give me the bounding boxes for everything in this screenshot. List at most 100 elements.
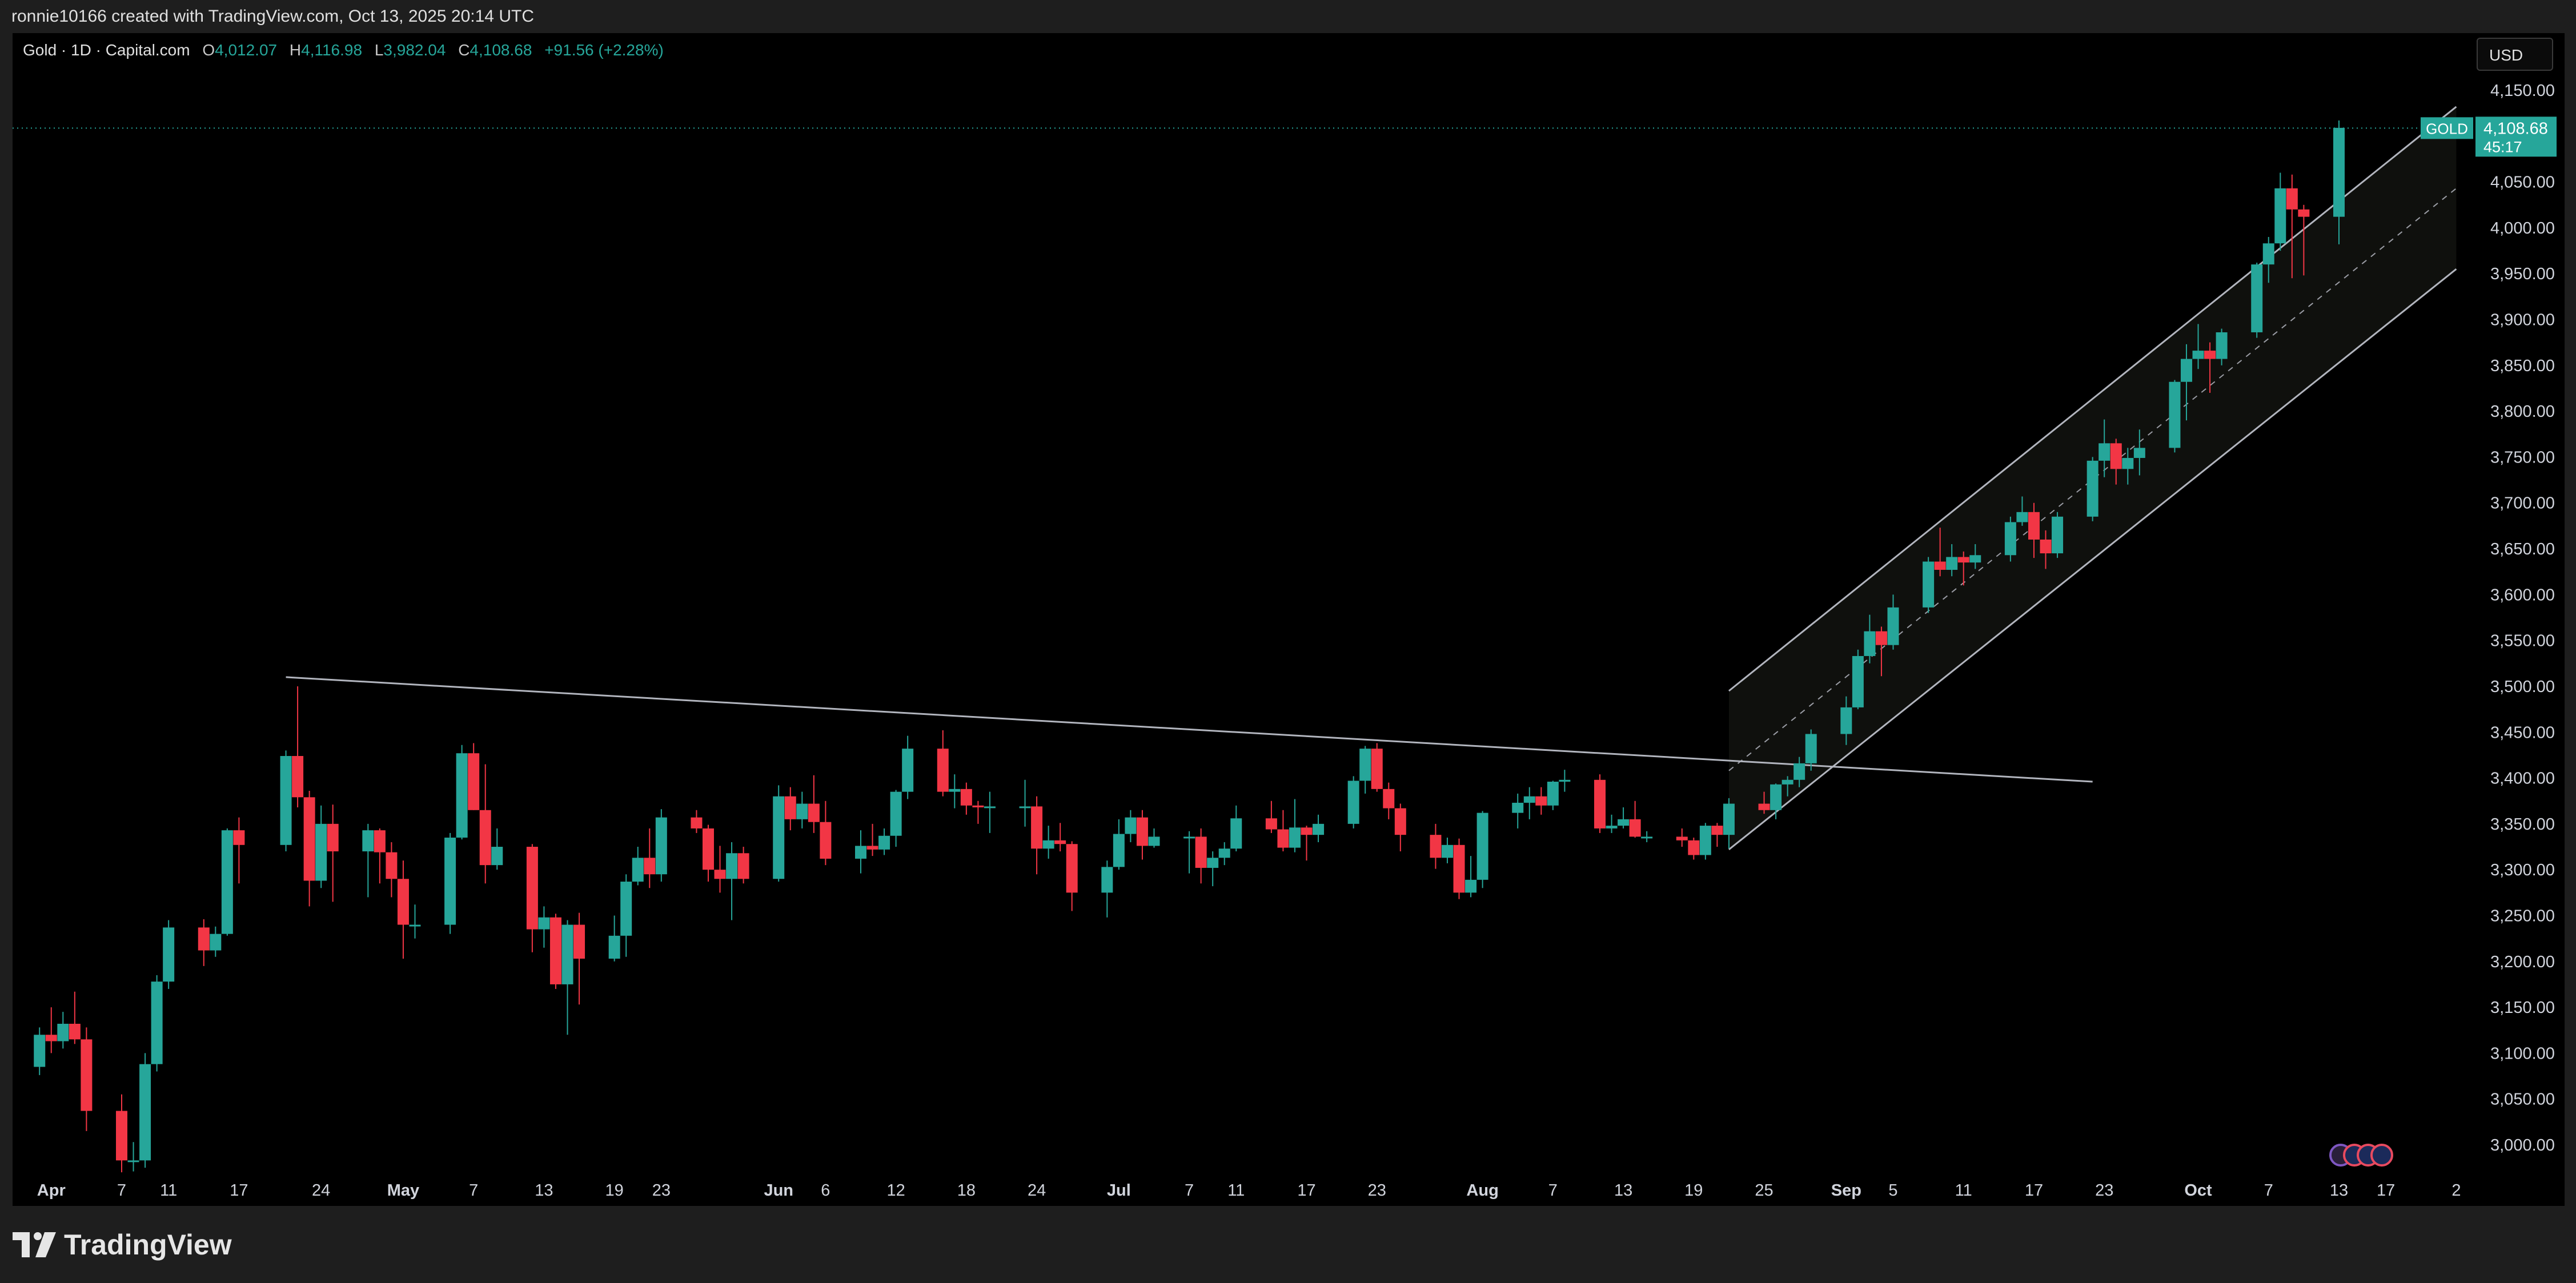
candle-body	[315, 823, 327, 881]
candle-body	[2133, 448, 2145, 458]
candle-body	[1699, 826, 1711, 855]
candle-body	[1594, 779, 1606, 828]
candle-body	[1207, 858, 1219, 868]
tradingview-logo[interactable]: TradingView	[13, 1222, 232, 1268]
candle-body	[820, 822, 832, 859]
candle-body	[444, 837, 456, 925]
candle-body	[327, 823, 339, 852]
x-tick-label: 25	[1755, 1181, 1773, 1200]
x-tick-label: Oct	[2184, 1181, 2212, 1200]
candle-body	[784, 796, 796, 819]
candle-body	[69, 1023, 81, 1040]
x-tick-label: Jul	[1107, 1181, 1131, 1200]
us-flag-icon[interactable]	[2370, 1144, 2393, 1167]
last-price-tag	[2475, 116, 2557, 157]
candle-body	[1265, 818, 1277, 830]
candle-body	[2169, 381, 2181, 448]
candle-body	[1805, 734, 1817, 763]
candle-body	[866, 846, 878, 850]
candle-body	[984, 806, 996, 809]
candle-body	[1019, 806, 1031, 809]
low-label: L	[374, 41, 384, 59]
y-tick-label: 3,000.00	[2490, 1136, 2555, 1155]
candle-body	[1535, 796, 1547, 806]
candle-body	[1476, 813, 1488, 880]
candle-body	[1042, 840, 1054, 849]
candle-body	[292, 756, 304, 798]
candle-body	[1125, 817, 1137, 834]
y-tick-label: 3,650.00	[2490, 540, 2555, 558]
candle-body	[1183, 836, 1195, 839]
candle-body	[702, 828, 714, 870]
candle-body	[2004, 522, 2016, 556]
x-tick-label: 24	[1028, 1181, 1046, 1200]
close-value: 4,108.68	[470, 41, 532, 59]
candle-body	[57, 1023, 69, 1041]
candle-body	[949, 789, 961, 792]
candle-body	[1054, 840, 1066, 844]
candle-body	[1641, 836, 1653, 839]
candle-body	[127, 1160, 139, 1163]
candle-body	[1770, 784, 1782, 810]
tradingview-logo-text: TradingView	[64, 1229, 232, 1261]
candle-body	[2098, 443, 2110, 461]
x-tick-label: 23	[2095, 1181, 2113, 1200]
candle-body	[2087, 460, 2098, 517]
chart-pane[interactable]	[13, 33, 2565, 1206]
x-tick-label: 7	[1185, 1181, 1194, 1200]
x-tick-label: 7	[2264, 1181, 2273, 1200]
candle-body	[1957, 557, 1969, 563]
trendline[interactable]	[286, 676, 2093, 783]
footer	[0, 1206, 2576, 1283]
candle-body	[81, 1039, 93, 1111]
candle-body	[549, 917, 561, 984]
y-tick-label: 4,150.00	[2490, 82, 2555, 100]
x-tick-label: 17	[1297, 1181, 1315, 1200]
y-tick-label: 3,350.00	[2490, 815, 2555, 834]
low-value: 3,982.04	[383, 41, 446, 59]
y-tick-label: 4,000.00	[2490, 219, 2555, 238]
x-tick-label: 13	[535, 1181, 553, 1200]
y-tick-label: 3,050.00	[2490, 1091, 2555, 1109]
candle-body	[1781, 779, 1793, 785]
candle-body	[397, 879, 409, 925]
candle-body	[1793, 763, 1805, 780]
candle-body	[198, 927, 210, 951]
candle-body	[151, 982, 163, 1064]
channel-upper-line[interactable]	[1728, 106, 2457, 692]
candle-body	[1101, 867, 1113, 893]
candle-body	[1852, 655, 1864, 707]
candle-body	[1277, 829, 1289, 848]
x-tick-label: 12	[886, 1181, 905, 1200]
y-tick-label: 3,100.00	[2490, 1044, 2555, 1063]
candle-body	[1758, 803, 1770, 810]
candle-body	[1887, 607, 1899, 645]
candle-body	[1465, 879, 1477, 893]
y-tick-label: 3,750.00	[2490, 448, 2555, 466]
candle-body	[491, 847, 503, 866]
change-value: +91.56 (+2.28%)	[544, 41, 664, 59]
candle-body	[139, 1064, 151, 1161]
currency-button[interactable]: USD	[2477, 38, 2553, 71]
y-tick-label: 3,150.00	[2490, 999, 2555, 1017]
candle-body	[45, 1035, 57, 1041]
high-label: H	[289, 41, 302, 59]
candle-body	[34, 1035, 46, 1067]
candle-body	[2110, 443, 2122, 469]
channel-lower-line[interactable]	[1728, 268, 2457, 851]
candle-body	[374, 830, 386, 852]
countdown-timer: 45:17	[2483, 138, 2522, 155]
candle-body	[878, 835, 890, 850]
candle-body	[1547, 781, 1559, 806]
symbol-title[interactable]: Gold · 1D · Capital.com	[23, 41, 190, 59]
y-tick-label: 3,400.00	[2490, 770, 2555, 788]
candle-body	[2052, 516, 2064, 554]
y-tick-label: 3,700.00	[2490, 494, 2555, 513]
candle-body	[526, 847, 538, 930]
candle-body	[1923, 561, 1935, 608]
candle-body	[303, 797, 315, 881]
candle-body	[2016, 512, 2028, 522]
symbol-tag	[2421, 117, 2473, 139]
y-tick-label: 3,800.00	[2490, 403, 2555, 421]
